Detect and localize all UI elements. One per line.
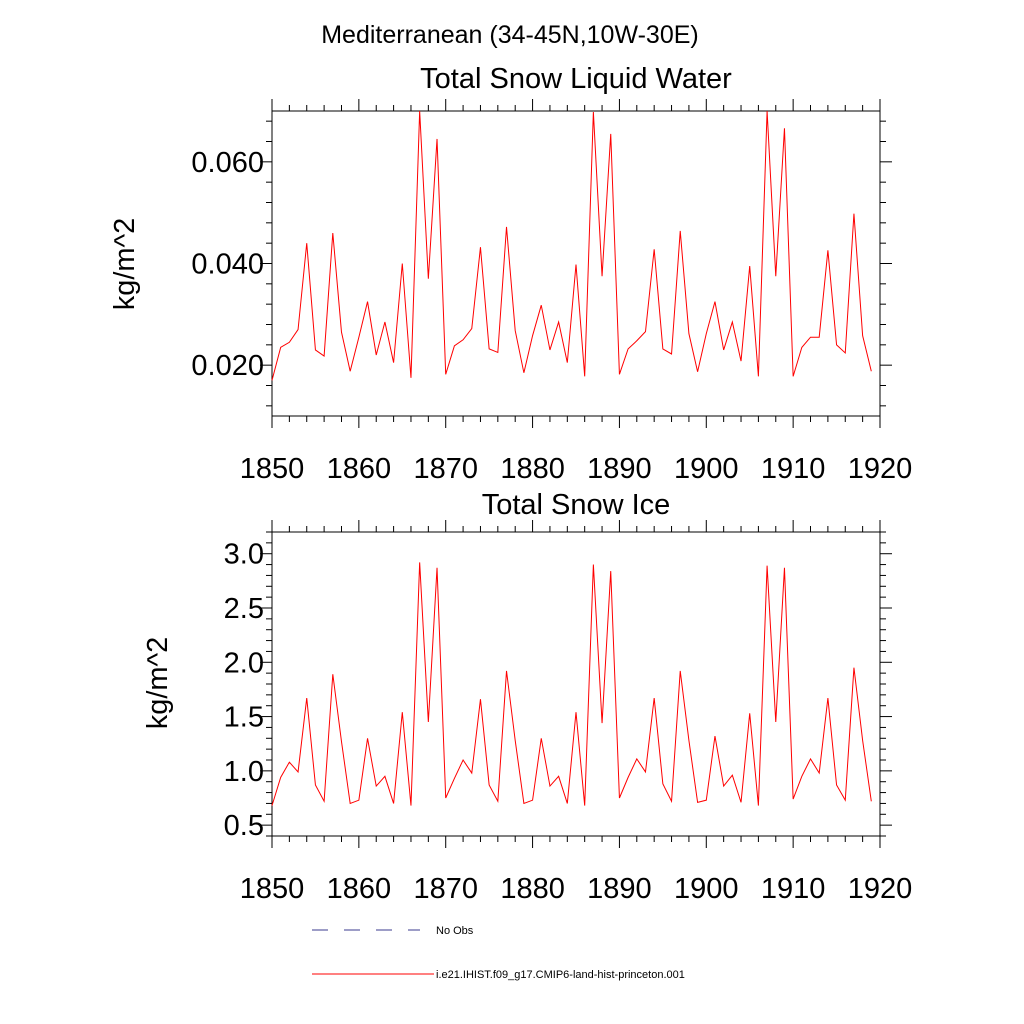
x-tick-label: 1870: [413, 873, 478, 905]
y-axis-label: kg/m^2: [109, 218, 141, 311]
y-tick-label: 1.0: [224, 756, 264, 788]
x-tick-label: 1870: [413, 453, 478, 485]
panel-title: Total Snow Liquid Water: [420, 63, 732, 95]
x-tick-label: 1900: [674, 873, 739, 905]
y-tick-label: 0.040: [191, 249, 264, 281]
panel-snow-liquid-water: Total Snow Liquid Water kg/m^2 1850 1860 1…: [109, 63, 912, 485]
x-tick-label: 1920: [848, 873, 913, 905]
series-line: [271, 110, 872, 381]
x-tick-label: 1850: [240, 453, 305, 485]
series-line: [271, 562, 872, 806]
legend-label-no-obs: No Obs: [436, 925, 474, 937]
x-tick-label: 1910: [761, 453, 826, 485]
legend: No Obs i.e21.IHIST.f09_g17.CMIP6-land-hi…: [312, 925, 685, 981]
panel-title: Total Snow Ice: [482, 489, 671, 521]
y-tick-label: 0.060: [191, 147, 264, 179]
x-tick-label: 1900: [674, 453, 739, 485]
panel-snow-ice: Total Snow Ice kg/m^2 1850 1860 1870 1880 18…: [142, 489, 912, 905]
y-tick-label: 3.0: [224, 539, 264, 571]
y-tick-label: 1.5: [224, 702, 264, 734]
x-tick-label: 1860: [327, 873, 392, 905]
y-tick-label: 0.020: [191, 350, 264, 382]
y-tick-label: 2.0: [224, 647, 264, 679]
x-tick-label: 1880: [500, 873, 565, 905]
figure-title: Mediterranean (34-45N,10W-30E): [321, 21, 699, 49]
y-axis-label: kg/m^2: [142, 637, 174, 730]
x-tick-label: 1920: [848, 453, 913, 485]
x-tick-label: 1850: [240, 873, 305, 905]
y-tick-label: 0.5: [224, 810, 264, 842]
x-tick-label: 1880: [500, 453, 565, 485]
x-tick-label: 1910: [761, 873, 826, 905]
x-tick-label: 1860: [327, 453, 392, 485]
y-tick-label: 2.5: [224, 593, 264, 625]
x-tick-label: 1890: [587, 873, 652, 905]
legend-label-model-run: i.e21.IHIST.f09_g17.CMIP6-land-hist-prin…: [436, 969, 685, 981]
x-tick-label: 1890: [587, 453, 652, 485]
